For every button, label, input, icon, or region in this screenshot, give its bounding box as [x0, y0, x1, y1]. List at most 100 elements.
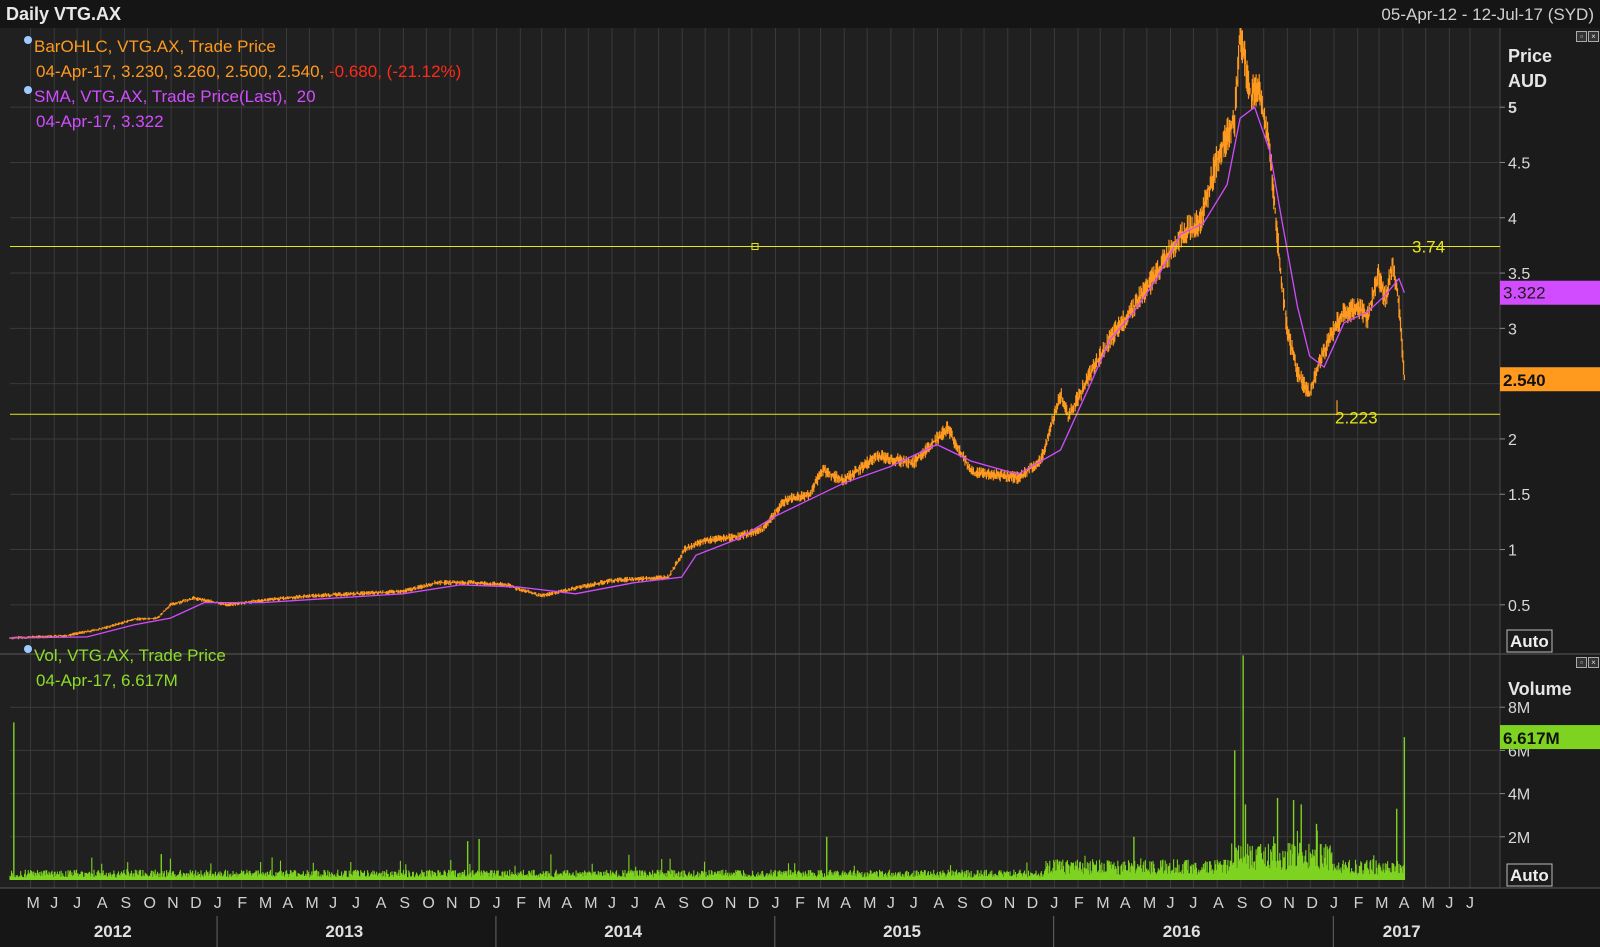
month-label: A [283, 895, 294, 912]
month-label: J [493, 895, 501, 912]
volume-auto-scale-label: Auto [1510, 866, 1549, 885]
chart-title: Daily VTG.AX [6, 4, 122, 24]
month-label: J [910, 895, 918, 912]
sma-legend-period: 20 [296, 87, 316, 106]
month-label: N [1283, 895, 1295, 912]
month-label: N [725, 895, 737, 912]
volume-tick-label: 2M [1508, 830, 1530, 847]
legend-bullet-icon[interactable] [24, 645, 32, 653]
sma-legend-name[interactable]: SMA, VTG.AX, Trade Price(Last), [34, 87, 288, 106]
year-label: 2017 [1383, 922, 1421, 941]
price-tick-label: 3.5 [1508, 266, 1530, 283]
price-auto-scale-label: Auto [1510, 632, 1549, 651]
month-label: O [143, 895, 155, 912]
month-label: J [608, 895, 616, 912]
month-label: J [73, 895, 81, 912]
sma-last-value-tag [1500, 280, 1600, 305]
month-label: S [678, 895, 689, 912]
month-label: M [27, 895, 40, 912]
price-axis-unit: AUD [1508, 71, 1547, 91]
month-label: J [1445, 895, 1453, 912]
price-legend: BarOHLC, VTG.AX, Trade Price 04-Apr-17, … [24, 34, 461, 134]
month-label: J [1330, 895, 1338, 912]
volume-legend: Vol, VTG.AX, Trade Price 04-Apr-17, 6.61… [24, 643, 226, 693]
month-label: J [1466, 895, 1474, 912]
month-label: M [259, 895, 272, 912]
month-label: J [352, 895, 360, 912]
month-label: S [957, 895, 968, 912]
month-label: S [121, 895, 132, 912]
month-label: D [1306, 895, 1318, 912]
month-label: J [1189, 895, 1197, 912]
month-label: N [1004, 895, 1016, 912]
level-label: 2.223 [1335, 408, 1378, 427]
month-label: J [771, 895, 779, 912]
month-label: D [190, 895, 202, 912]
date-range[interactable]: 05-Apr-12 - 12-Jul-17 (SYD) [1381, 5, 1594, 24]
month-label: M [863, 895, 876, 912]
vol-legend-values: 04-Apr-17, 6.617M [36, 671, 178, 690]
month-label: D [748, 895, 760, 912]
month-label: D [469, 895, 481, 912]
month-label: O [701, 895, 713, 912]
month-label: N [446, 895, 458, 912]
price-tick-label: 5 [1508, 100, 1517, 117]
ohlc-legend-values: 04-Apr-17, 3.230, 3.260, 2.500, 2.540, [36, 62, 325, 81]
volume-bars [9, 830, 1405, 880]
vol-legend-name[interactable]: Vol, VTG.AX, Trade Price [34, 646, 226, 665]
price-tick-label: 0.5 [1508, 598, 1530, 615]
month-label: M [584, 895, 597, 912]
month-label: F [237, 895, 247, 912]
volume-axis-title: Volume [1508, 679, 1572, 699]
month-label: A [933, 895, 944, 912]
ohlc-legend-change: -0.680, (-21.12%) [329, 62, 462, 81]
volume-last-value-tag [1500, 725, 1600, 750]
price-tick-label: 4.5 [1508, 155, 1530, 172]
month-label: O [1260, 895, 1272, 912]
month-label: S [1237, 895, 1248, 912]
legend-bullet-icon[interactable] [24, 86, 32, 94]
price-panel-maximize-icon[interactable]: ▫ [1576, 31, 1587, 42]
year-label: 2015 [883, 922, 921, 941]
volume-panel-close-icon[interactable]: × [1588, 657, 1599, 668]
month-label: M [817, 895, 830, 912]
volume-panel-maximize-icon[interactable]: ▫ [1576, 657, 1587, 668]
ohlc-legend-name[interactable]: BarOHLC, VTG.AX, Trade Price [34, 37, 276, 56]
price-tick-label: 3 [1508, 321, 1517, 338]
legend-bullet-icon[interactable] [24, 36, 32, 44]
month-label: F [1074, 895, 1084, 912]
month-label: A [1120, 895, 1131, 912]
month-label: A [655, 895, 666, 912]
chart-titlebar: Daily VTG.AX 05-Apr-12 - 12-Jul-17 (SYD) [0, 0, 1600, 29]
price-tick-label: 4 [1508, 211, 1517, 228]
year-label: 2014 [604, 922, 642, 941]
sma-last-value-label: 3.322 [1503, 284, 1546, 303]
month-label: A [97, 895, 108, 912]
month-label: D [1027, 895, 1039, 912]
month-label: M [1375, 895, 1388, 912]
month-label: M [538, 895, 551, 912]
month-label: J [329, 895, 337, 912]
month-label: J [887, 895, 895, 912]
volume-last-value-label: 6.617M [1503, 729, 1560, 748]
price-auto-scale-button [1506, 629, 1553, 653]
level-label: 3.74 [1412, 238, 1445, 257]
price-panel-close-icon[interactable]: × [1588, 31, 1599, 42]
year-label: 2013 [325, 922, 363, 941]
month-label: A [840, 895, 851, 912]
month-label: F [1354, 895, 1364, 912]
volume-auto-scale-button [1506, 863, 1553, 887]
month-label: A [1399, 895, 1410, 912]
month-label: O [980, 895, 992, 912]
price-last-value-tag [1500, 367, 1600, 392]
volume-tick-label: 8M [1508, 700, 1530, 717]
month-label: M [1143, 895, 1156, 912]
sma-line [9, 106, 1406, 639]
month-label: J [50, 895, 58, 912]
month-label: J [631, 895, 639, 912]
price-axis-title: Price [1508, 46, 1552, 66]
chart-canvas[interactable]: 3.74 2.223 Price AUD 0.5 1 1.5 2 3 3.5 4 4.5 5 3.322 2… [0, 28, 1600, 947]
month-label: A [561, 895, 572, 912]
month-label: J [1166, 895, 1174, 912]
chart-background [0, 28, 1600, 947]
